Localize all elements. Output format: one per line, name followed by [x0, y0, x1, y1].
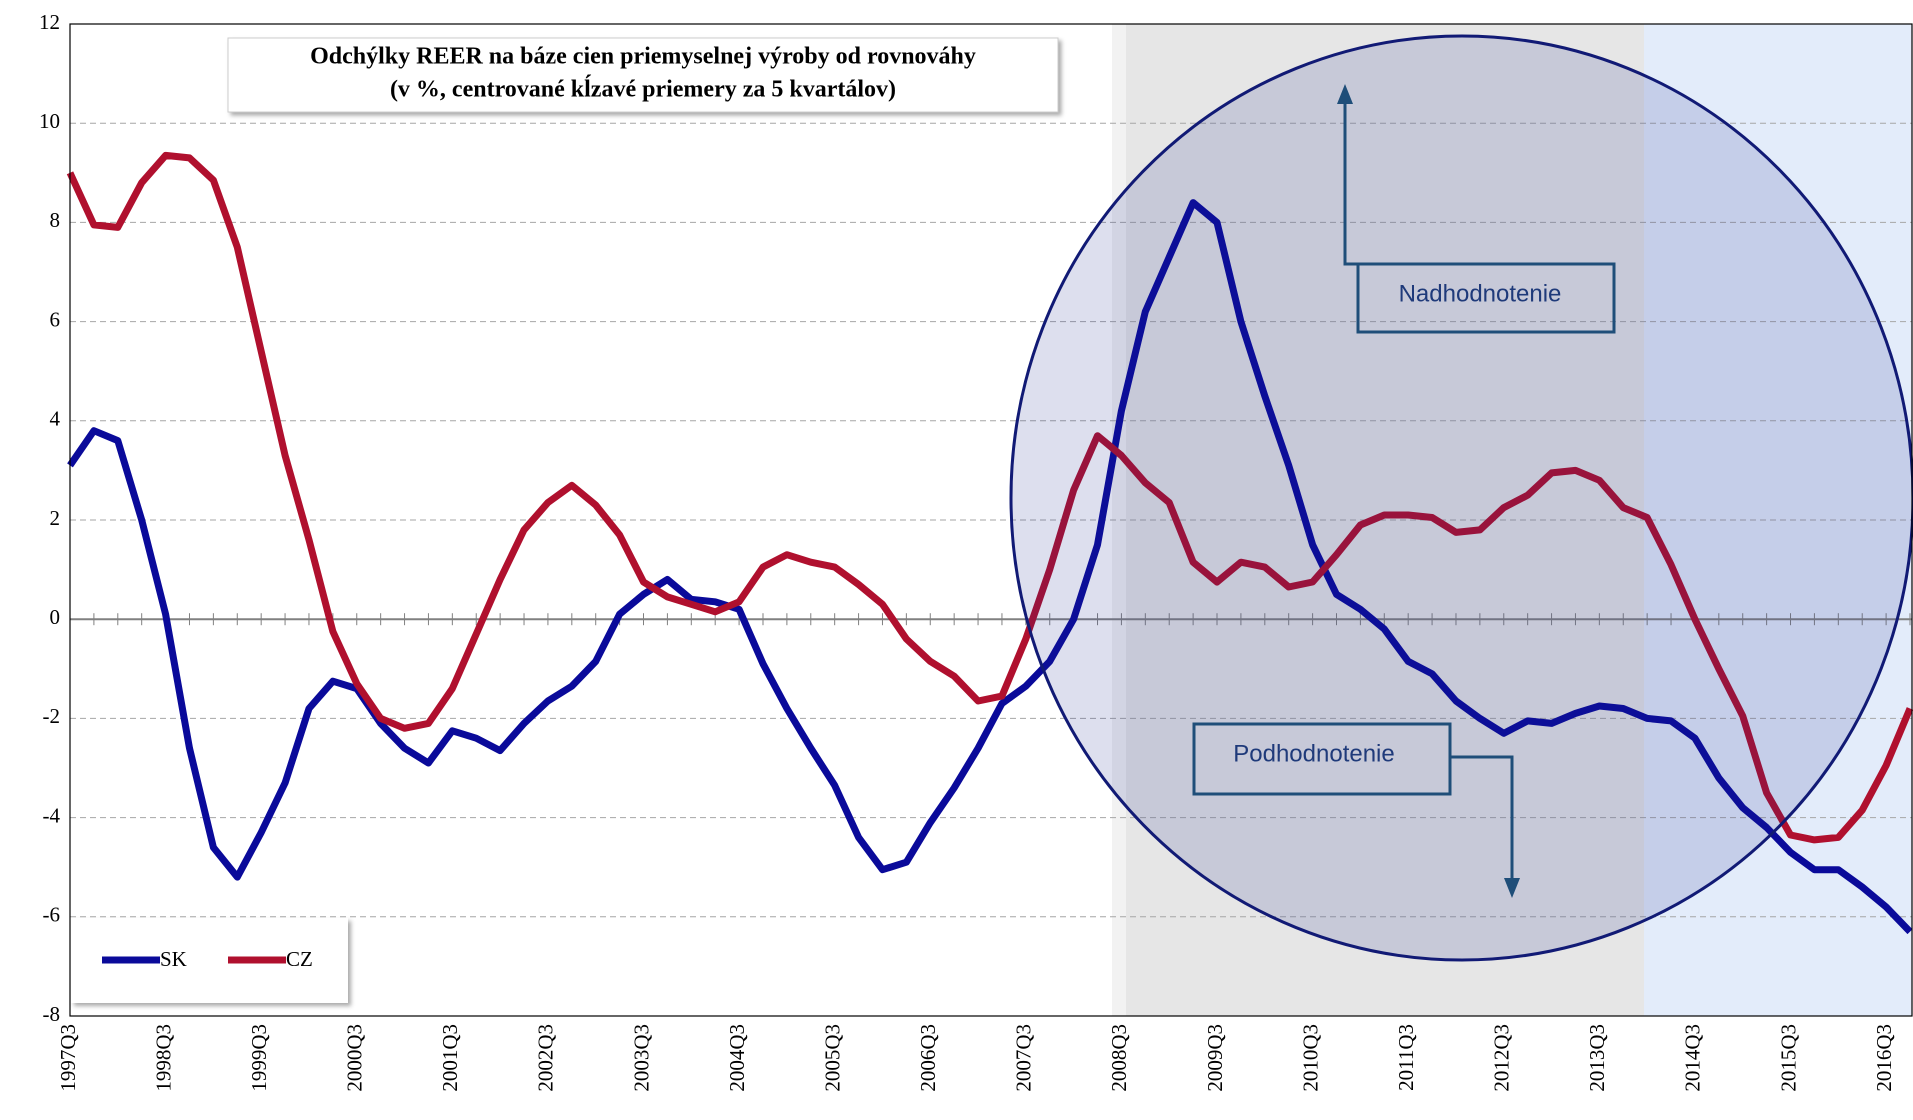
arrow — [1450, 755, 1514, 890]
x-tick-label: 2013Q3 — [1585, 1024, 1609, 1092]
y-tick-label: -8 — [43, 1002, 61, 1026]
annotation: Nadhodnotenie — [1399, 280, 1562, 307]
x-tick-label: 2000Q3 — [343, 1024, 367, 1092]
x-tick-label: 2011Q3 — [1394, 1024, 1418, 1091]
y-tick-label: 8 — [50, 208, 61, 232]
region — [1644, 24, 1912, 1016]
y-tick-label: -6 — [43, 903, 61, 927]
x-tick-label: 1997Q3 — [56, 1024, 80, 1092]
x-tick-label: 2016Q3 — [1872, 1024, 1896, 1092]
region — [1112, 24, 1126, 1016]
y-tick-label: 4 — [50, 407, 61, 431]
arrow — [1343, 92, 1358, 266]
x-tick-label: 2012Q3 — [1490, 1024, 1514, 1092]
y-tick-label: -2 — [43, 704, 61, 728]
x-tick-label: 1999Q3 — [247, 1024, 271, 1092]
annotation-under: Podhodnotenie — [1192, 722, 1520, 898]
y-tick-label: 2 — [50, 506, 61, 530]
y-tick-label: 10 — [39, 109, 60, 133]
title-box: Odchýlky REER na báze cien priemyselnej … — [227, 37, 1059, 113]
x-tick-label: 2004Q3 — [725, 1024, 749, 1092]
highlight-circle — [1009, 34, 1913, 962]
chart-subtitle: (v %, centrované kĺzavé priemery za 5 kv… — [390, 76, 896, 103]
plot-frame — [69, 23, 1913, 1017]
annotation: Podhodnotenie — [1233, 740, 1394, 767]
x-tick-label: 2008Q3 — [1107, 1024, 1131, 1092]
lines — [66, 151, 1913, 935]
y-tick-label: 0 — [50, 605, 61, 629]
title-frame — [227, 37, 1059, 113]
arrowhead — [1504, 878, 1520, 898]
x-tick-label: 2003Q3 — [629, 1024, 653, 1092]
annotation-box — [1356, 262, 1616, 334]
x-tick-label: 2007Q3 — [1012, 1024, 1036, 1092]
legend: SK CZ — [71, 918, 348, 1003]
series-line — [66, 151, 1913, 844]
legend-label: SK — [160, 947, 187, 971]
x-tick-label: 2009Q3 — [1203, 1024, 1227, 1092]
y-tick-label: 12 — [39, 10, 60, 34]
annotation-over: Nadhodnotenie — [1337, 84, 1616, 334]
x-tick-label: 2014Q3 — [1681, 1024, 1705, 1092]
x-tick-label: 2005Q3 — [820, 1024, 844, 1092]
x-tick-label: 2002Q3 — [534, 1024, 558, 1092]
x-tick-label: 2001Q3 — [438, 1024, 462, 1092]
chart-title: Odchýlky REER na báze cien priemyselnej … — [310, 44, 976, 70]
legend-label: CZ — [286, 947, 313, 971]
annotation-box — [1192, 722, 1452, 796]
x-tick-label: 2006Q3 — [916, 1024, 940, 1092]
x-tick-label: 2010Q3 — [1298, 1024, 1322, 1092]
y-tick-label: 6 — [50, 307, 61, 331]
x-tick-label: 2015Q3 — [1776, 1024, 1800, 1092]
y-tick-label: -4 — [43, 803, 61, 827]
arrowhead — [1337, 84, 1353, 104]
x-tick-label: 1998Q3 — [151, 1024, 175, 1092]
